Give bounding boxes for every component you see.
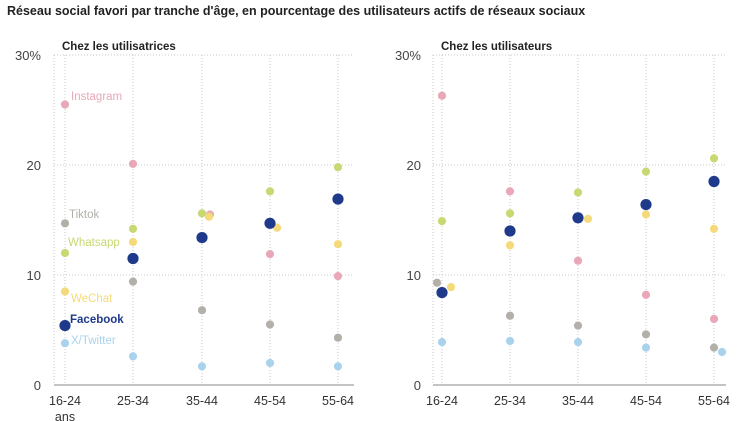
data-point-wechat (446, 283, 456, 292)
data-point-facebook (196, 232, 208, 244)
y-tick-label: 30% (15, 48, 41, 63)
y-tick-label: 0 (34, 378, 41, 393)
x-tick-label: 25-34 (117, 394, 149, 408)
data-point-whatsapp (265, 187, 275, 196)
series-label-wechat: WeChat (71, 293, 113, 305)
data-point-tiktok (709, 343, 719, 352)
data-point-instagram (128, 159, 138, 168)
data-point-wechat (204, 212, 214, 221)
data-point-x-twitter (128, 352, 138, 361)
y-tick-label: 10 (407, 268, 421, 283)
data-point-x-twitter (717, 347, 727, 357)
data-point-x-twitter (333, 362, 343, 371)
data-point-whatsapp (128, 224, 138, 233)
data-point-tiktok (432, 278, 442, 287)
y-tick-label: 20 (27, 158, 41, 173)
data-point-tiktok (505, 311, 515, 320)
data-point-facebook (264, 217, 276, 229)
series-label-instagram: Instagram (71, 91, 122, 103)
data-point-wechat (709, 224, 719, 233)
x-tick-label: 25-34 (494, 394, 526, 408)
data-point-facebook (504, 225, 516, 237)
data-point-x-twitter (437, 338, 447, 347)
data-point-instagram (641, 290, 651, 299)
data-point-x-twitter (641, 343, 651, 352)
x-tick-label: 16-24 (49, 394, 81, 408)
data-point-whatsapp (641, 167, 651, 176)
x-tick-label: 35-44 (562, 394, 594, 408)
data-point-facebook (59, 320, 71, 332)
data-point-instagram (60, 100, 70, 109)
x-tick-label: 45-54 (254, 394, 286, 408)
chart-title: Réseau social favori par tranche d'âge, … (7, 4, 586, 18)
y-tick-label: 0 (414, 378, 421, 393)
data-point-whatsapp (333, 163, 343, 172)
x-unit-label: ans (55, 410, 75, 421)
data-point-x-twitter (197, 362, 207, 371)
series-label-whatsapp: Whatsapp (68, 237, 120, 249)
data-point-whatsapp (709, 154, 719, 163)
data-point-tiktok (573, 321, 583, 330)
series-label-tiktok: Tiktok (69, 209, 99, 221)
data-point-instagram (437, 91, 447, 100)
data-point-tiktok (128, 277, 138, 286)
data-point-instagram (505, 187, 515, 196)
data-point-facebook (332, 193, 344, 205)
x-tick-label: 55-64 (322, 394, 354, 408)
data-point-wechat (128, 237, 138, 247)
data-point-x-twitter (505, 336, 515, 346)
data-point-x-twitter (60, 339, 70, 348)
data-point-instagram (573, 256, 583, 265)
data-point-wechat (505, 241, 515, 250)
data-point-facebook (640, 199, 652, 211)
data-point-x-twitter (573, 338, 583, 347)
data-point-wechat (60, 287, 70, 296)
data-point-instagram (709, 314, 719, 324)
panel-title: Chez les utilisateurs (441, 41, 552, 53)
series-label-x-twitter: X/Twitter (71, 335, 116, 347)
x-tick-label: 16-24 (426, 394, 458, 408)
data-point-tiktok (333, 333, 343, 342)
data-point-wechat (641, 210, 651, 219)
data-point-wechat (583, 214, 593, 223)
y-tick-label: 30% (395, 48, 421, 63)
data-point-whatsapp (573, 188, 583, 197)
data-point-facebook (708, 175, 720, 188)
data-point-tiktok (197, 306, 207, 315)
data-point-instagram (265, 250, 275, 259)
data-point-instagram (333, 272, 343, 281)
data-point-whatsapp (197, 209, 207, 218)
data-point-whatsapp (437, 217, 447, 226)
data-point-facebook (127, 252, 139, 265)
panel-title: Chez les utilisatrices (62, 41, 176, 53)
y-tick-label: 20 (407, 158, 421, 173)
data-point-x-twitter (265, 358, 275, 368)
data-point-facebook (436, 287, 448, 299)
data-point-whatsapp (60, 248, 70, 258)
x-tick-label: 55-64 (698, 394, 730, 408)
data-point-facebook (572, 212, 584, 224)
data-point-tiktok (60, 219, 70, 228)
data-point-whatsapp (505, 209, 515, 218)
series-label-facebook: Facebook (70, 314, 124, 326)
y-tick-label: 10 (27, 268, 41, 283)
data-point-tiktok (265, 320, 275, 329)
data-point-wechat (333, 240, 343, 249)
data-point-tiktok (641, 330, 651, 339)
x-tick-label: 35-44 (186, 394, 218, 408)
x-tick-label: 45-54 (630, 394, 662, 408)
